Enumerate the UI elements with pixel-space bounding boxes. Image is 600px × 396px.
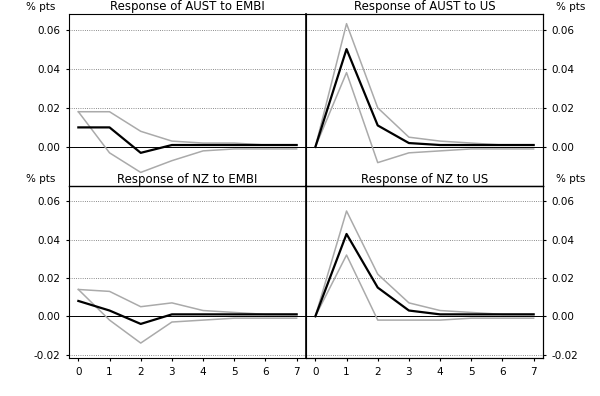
Title: Response of NZ to US: Response of NZ to US <box>361 173 488 186</box>
Title: Response of NZ to EMBI: Response of NZ to EMBI <box>118 173 257 186</box>
Text: % pts: % pts <box>26 2 56 12</box>
Title: Response of AUST to US: Response of AUST to US <box>353 0 496 13</box>
Text: % pts: % pts <box>26 174 56 185</box>
Title: Response of AUST to EMBI: Response of AUST to EMBI <box>110 0 265 13</box>
Text: % pts: % pts <box>556 2 586 12</box>
Text: % pts: % pts <box>556 174 586 185</box>
